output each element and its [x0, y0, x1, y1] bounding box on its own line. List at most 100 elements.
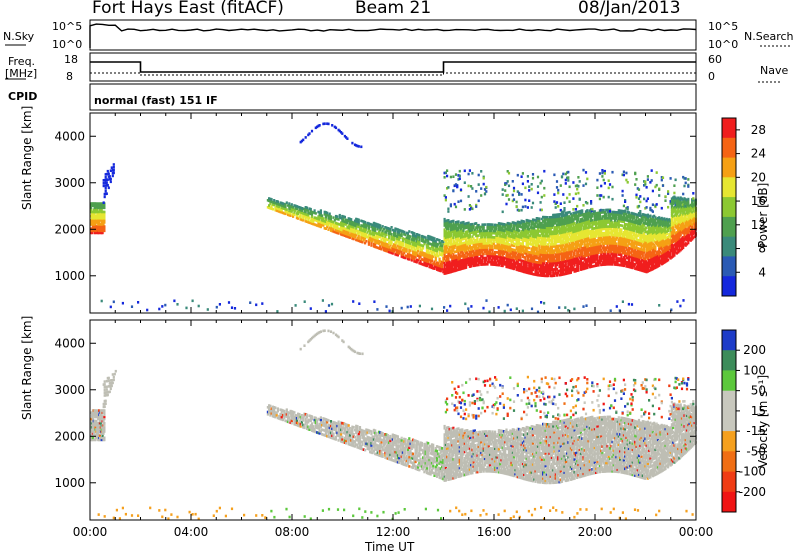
data-cell [410, 231, 413, 234]
data-cell [454, 265, 458, 268]
data-cell [490, 258, 493, 262]
data-cell [396, 251, 399, 255]
data-cell [101, 219, 104, 222]
data-cell [405, 240, 408, 244]
data-cell [475, 245, 478, 248]
data-cell [487, 225, 490, 228]
data-cell [381, 232, 384, 235]
data-cell [485, 252, 488, 256]
data-cell [481, 238, 484, 241]
data-cell [449, 224, 452, 228]
data-cell [637, 188, 641, 191]
data-cell [461, 246, 464, 249]
data-cell [395, 246, 398, 250]
data-cell [468, 263, 471, 266]
data-cell [477, 225, 480, 229]
data-cell [350, 234, 353, 237]
data-cell [329, 224, 333, 228]
data-cell [644, 180, 647, 183]
data-cell [520, 175, 523, 178]
data-cell [497, 261, 500, 265]
data-cell [490, 225, 493, 228]
data-cell [340, 226, 343, 229]
data-cell [483, 244, 487, 247]
data-cell [317, 215, 320, 218]
data-cell [395, 248, 398, 252]
data-cell [502, 231, 505, 234]
data-cell [443, 264, 446, 267]
data-cell [501, 210, 504, 214]
data-cell [500, 237, 503, 240]
data-cell [499, 224, 502, 227]
data-cell [473, 255, 476, 259]
data-cell [495, 225, 498, 229]
data-cell [483, 240, 487, 243]
data-cell [341, 233, 344, 237]
data-cell [485, 250, 488, 254]
data-cell [384, 242, 387, 245]
data-cell [420, 262, 423, 266]
data-cell [428, 256, 431, 259]
data-cell [362, 222, 365, 226]
data-cell [496, 240, 499, 244]
data-cell [313, 223, 316, 226]
data-cell [394, 241, 397, 244]
data-cell [481, 246, 484, 250]
data-cell [366, 235, 369, 239]
data-cell [602, 195, 605, 199]
data-cell [382, 239, 386, 243]
data-cell [452, 238, 455, 242]
data-cell [386, 250, 389, 253]
data-cell [318, 215, 321, 219]
data-cell [341, 231, 344, 234]
data-cell [346, 219, 349, 222]
data-cell [470, 231, 473, 235]
data-cell [367, 224, 370, 228]
data-cell [393, 231, 396, 235]
data-cell [467, 234, 470, 237]
data-cell [384, 249, 387, 252]
data-cell [342, 231, 345, 235]
data-cell [448, 248, 451, 251]
data-cell [443, 238, 446, 242]
data-cell [465, 243, 468, 246]
data-cell [308, 212, 311, 215]
data-cell [410, 240, 413, 243]
data-cell [582, 184, 585, 187]
data-cell [390, 240, 393, 243]
data-cell [420, 244, 423, 247]
data-cell [433, 265, 436, 268]
data-cell [511, 193, 514, 197]
data-cell [461, 252, 464, 256]
data-cell [485, 242, 488, 245]
data-cell [501, 235, 504, 238]
data-cell [357, 239, 360, 243]
data-cell [446, 187, 449, 190]
data-cell [463, 243, 466, 247]
data-cell [470, 252, 473, 255]
data-cell [601, 175, 604, 178]
nsky-label: N.Sky [3, 30, 35, 43]
data-cell [473, 243, 476, 246]
data-cell [350, 227, 353, 230]
data-cell [90, 206, 93, 210]
data-cell [458, 247, 461, 250]
data-cell [471, 262, 474, 266]
data-cell [477, 230, 480, 233]
data-cell [499, 262, 502, 265]
data-cell [417, 259, 420, 262]
data-cell [312, 211, 315, 214]
data-cell [494, 250, 497, 254]
data-cell [456, 262, 459, 266]
data-cell [461, 221, 464, 224]
data-cell [465, 262, 468, 265]
data-cell [483, 188, 487, 191]
data-cell [337, 227, 340, 230]
data-cell [447, 221, 450, 224]
data-cell [268, 206, 271, 210]
data-cell [457, 228, 460, 232]
data-cell [390, 226, 393, 229]
data-cell [338, 216, 341, 219]
data-cell [444, 232, 447, 235]
data-cell [447, 225, 450, 228]
